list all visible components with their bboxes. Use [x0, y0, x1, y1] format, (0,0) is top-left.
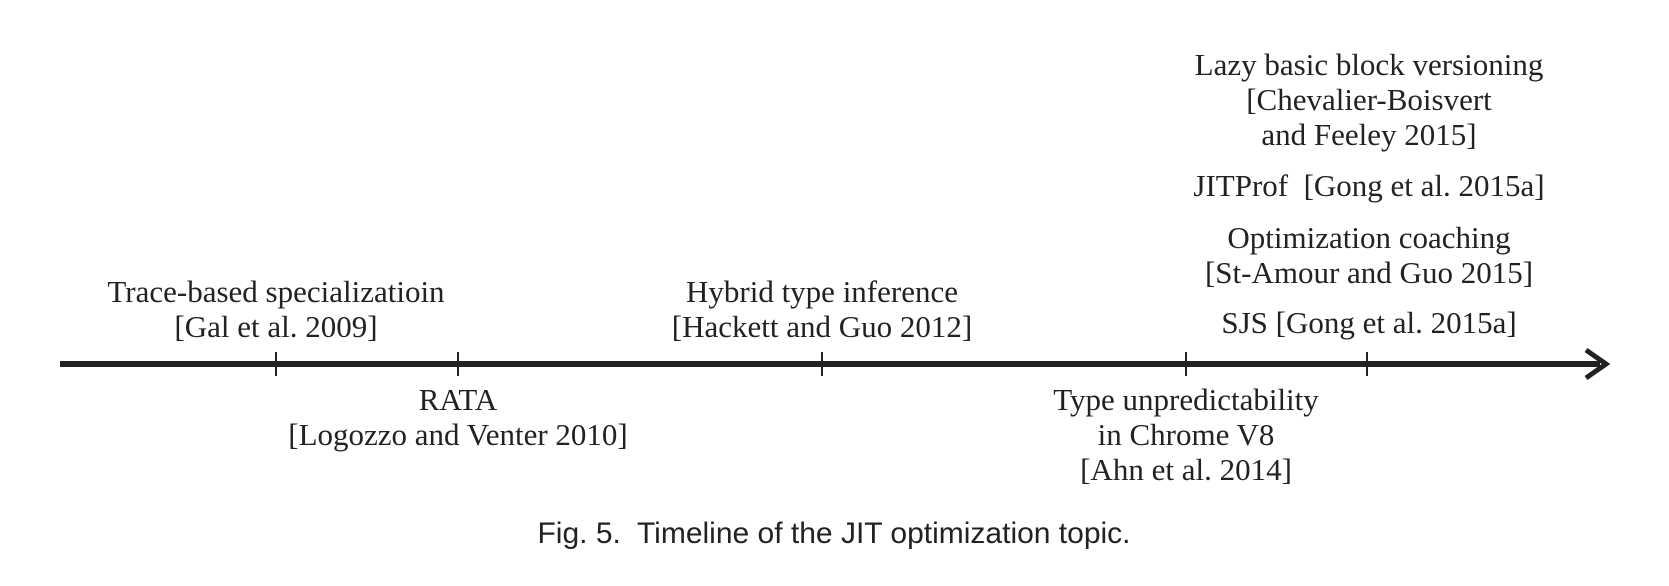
- event-label: Optimization coaching: [1227, 220, 1510, 255]
- caption: Fig. 5. Timeline of the JIT optimization…: [537, 517, 1130, 550]
- event-label: RATA: [419, 382, 498, 417]
- event-label: Lazy basic block versioning: [1195, 47, 1544, 82]
- event-label: JITProf [Gong et al. 2015a]: [1193, 168, 1544, 203]
- axis: [60, 347, 1611, 381]
- event-label: in Chrome V8: [1098, 417, 1275, 452]
- event-label: [Ahn et al. 2014]: [1080, 452, 1292, 487]
- event-label: [St-Amour and Guo 2015]: [1205, 255, 1533, 290]
- event-label: Hybrid type inference: [686, 274, 958, 309]
- axis-arrow: [1584, 347, 1611, 381]
- event-label: [Logozzo and Venter 2010]: [288, 417, 627, 452]
- event-label: [Hackett and Guo 2012]: [672, 309, 972, 344]
- event-label: [Chevalier-Boisvert: [1246, 82, 1492, 117]
- event-label: and Feeley 2015]: [1261, 117, 1476, 152]
- event-label: Trace-based specializatioin: [107, 274, 445, 309]
- event-label: Type unpredictability: [1053, 382, 1319, 417]
- event-label: [Gal et al. 2009]: [174, 309, 377, 344]
- event-label: SJS [Gong et al. 2015a]: [1221, 305, 1516, 340]
